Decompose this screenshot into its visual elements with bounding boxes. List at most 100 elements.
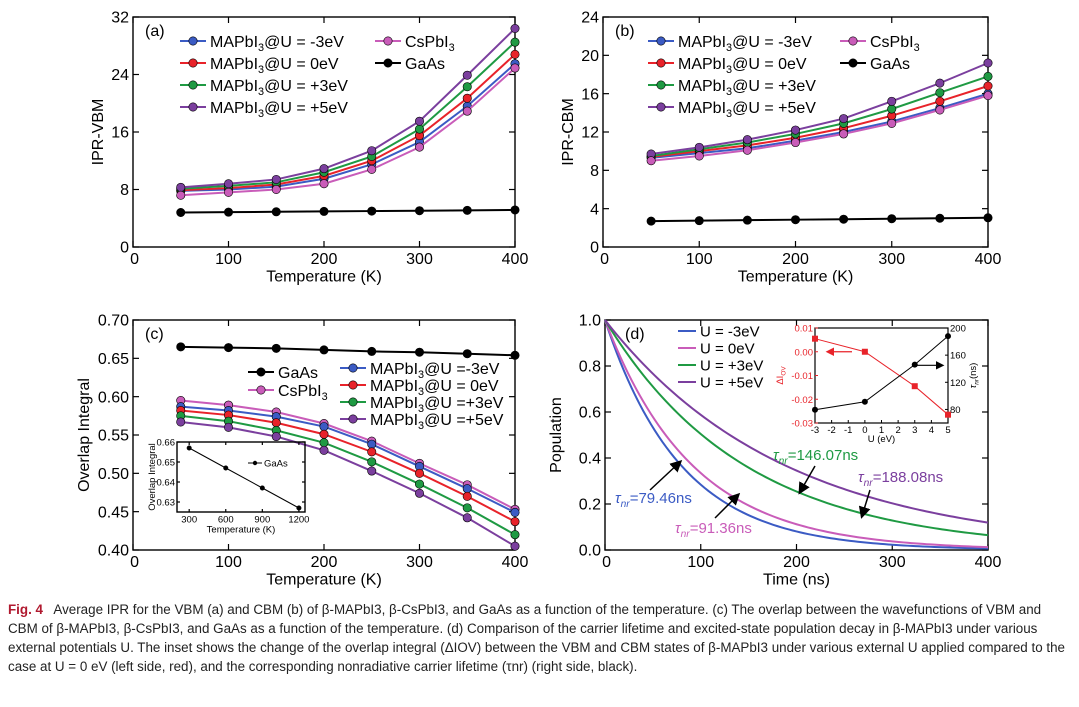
x-tick-label: 200 [782, 251, 809, 268]
legend-entry: MAPbI3@U = -3eV [678, 34, 812, 54]
x-tick-label: 100 [687, 554, 714, 571]
data-point [935, 88, 945, 98]
data-point [462, 93, 472, 103]
y-tick-label: 0.63 [157, 497, 176, 508]
data-point [271, 174, 281, 184]
data-point [510, 350, 520, 360]
data-point [462, 484, 472, 494]
x-tick-label: 0 [600, 251, 609, 268]
series-line [188, 447, 300, 509]
x-axis-label: Temperature (K) [266, 268, 382, 285]
y-tick-label-left: 0.00 [795, 347, 814, 358]
data-point [462, 82, 472, 92]
x-axis-label: Temperature (K) [266, 571, 382, 588]
data-point [839, 114, 849, 124]
data-point [414, 479, 424, 489]
legend-entry: CsPbI3 [278, 383, 328, 403]
data-point [224, 343, 234, 353]
x-tick-label: 400 [502, 251, 529, 268]
data-point [790, 125, 800, 135]
legend-marker [848, 58, 858, 68]
inset-circle-point [812, 406, 818, 413]
data-point [224, 179, 234, 189]
legend-marker [256, 385, 266, 395]
data-point [462, 70, 472, 80]
data-point [887, 118, 897, 128]
y-tick-label: 0.6 [579, 405, 601, 422]
data-point [367, 466, 377, 476]
lifetime-annotation: τnr=146.07ns [773, 447, 858, 467]
data-point [414, 142, 424, 152]
legend-marker [188, 102, 198, 112]
data-point [367, 439, 377, 449]
panel-c: 0 100 200 300 400 0.40 0.45 0.50 0.55 0.60 0.65 0.7… [76, 313, 528, 589]
series-line [180, 414, 516, 536]
data-point [271, 185, 281, 195]
data-point [935, 78, 945, 88]
inset-series-line [814, 338, 949, 416]
data-point [367, 164, 377, 174]
legend-entry: MAPbI3@U = 0eV [210, 56, 339, 76]
inset-c-legend: GaAs [248, 459, 288, 470]
y-axis-label: Population [548, 397, 565, 473]
legend-entry: GaAs [870, 56, 910, 73]
y-tick-label: 0.8 [579, 359, 601, 376]
series-line [180, 62, 516, 192]
data-point [462, 503, 472, 513]
x-tick-label: 400 [975, 251, 1002, 268]
legend-marker [656, 80, 666, 90]
y-axis-label: Overlap Integral [147, 443, 158, 511]
data-point [694, 216, 704, 226]
lifetime-annotation: τnr=79.46ns [615, 490, 692, 510]
data-point [646, 156, 656, 166]
y-tick-label: 0.45 [98, 504, 129, 521]
y-tick-label-right: 160 [950, 351, 966, 362]
inset-square-point [911, 383, 918, 390]
inset-d: -3 -2 -1 0 1 2 3 4 5 U (eV) -0.03 -0.02 -0.01 0.00 0.0… [775, 324, 981, 446]
x-tick-label: 900 [254, 515, 270, 526]
series-line [180, 405, 516, 514]
y-tick-label-right: 120 [950, 378, 966, 389]
data-point [319, 206, 329, 216]
data-point [414, 347, 424, 357]
caption-label: Fig. 4 [8, 602, 43, 617]
data-point [694, 151, 704, 161]
legend-entry: U = +5eV [700, 374, 763, 391]
legend-marker [252, 460, 258, 466]
x-tick-label: 0 [602, 554, 611, 571]
data-point [462, 513, 472, 523]
y-tick-label: 0 [590, 240, 599, 257]
legend-entry: MAPbI3@U = 0eV [370, 378, 499, 398]
x-tick-label: -2 [827, 425, 835, 436]
series-line [651, 92, 989, 159]
data-point [319, 345, 329, 355]
y-axis-label: Overlap Integral [76, 378, 93, 492]
legend-marker [848, 36, 858, 46]
data-point [176, 182, 186, 192]
data-point [367, 447, 377, 457]
legend-entry: GaAs [278, 365, 318, 382]
data-point [367, 457, 377, 467]
panel-label: (a) [145, 23, 165, 40]
data-point [510, 517, 520, 527]
y-tick-label: 8 [590, 163, 599, 180]
x-tick-label: -1 [844, 425, 852, 436]
data-point [271, 343, 281, 353]
data-point [319, 164, 329, 174]
legend-marker [188, 58, 198, 68]
legend-entry: GaAs [405, 56, 445, 73]
annotation-arrow [649, 459, 683, 491]
data-point [742, 215, 752, 225]
legend-marker [383, 58, 393, 68]
panel-b: 0 100 200 300 400 0 4 8 12 16 20 24 Temperature (K) I… [560, 10, 1001, 286]
legend-entry: CsPbI3 [405, 34, 455, 54]
panel-label: (c) [145, 326, 164, 343]
data-point [510, 205, 520, 215]
y-tick-label: 1.0 [579, 313, 601, 330]
y-axis-label-left: ΔIOV [775, 366, 788, 385]
data-point [887, 96, 897, 106]
legend-marker [188, 80, 198, 90]
data-point [462, 106, 472, 116]
x-tick-label: 200 [311, 554, 338, 571]
data-point [887, 104, 897, 114]
